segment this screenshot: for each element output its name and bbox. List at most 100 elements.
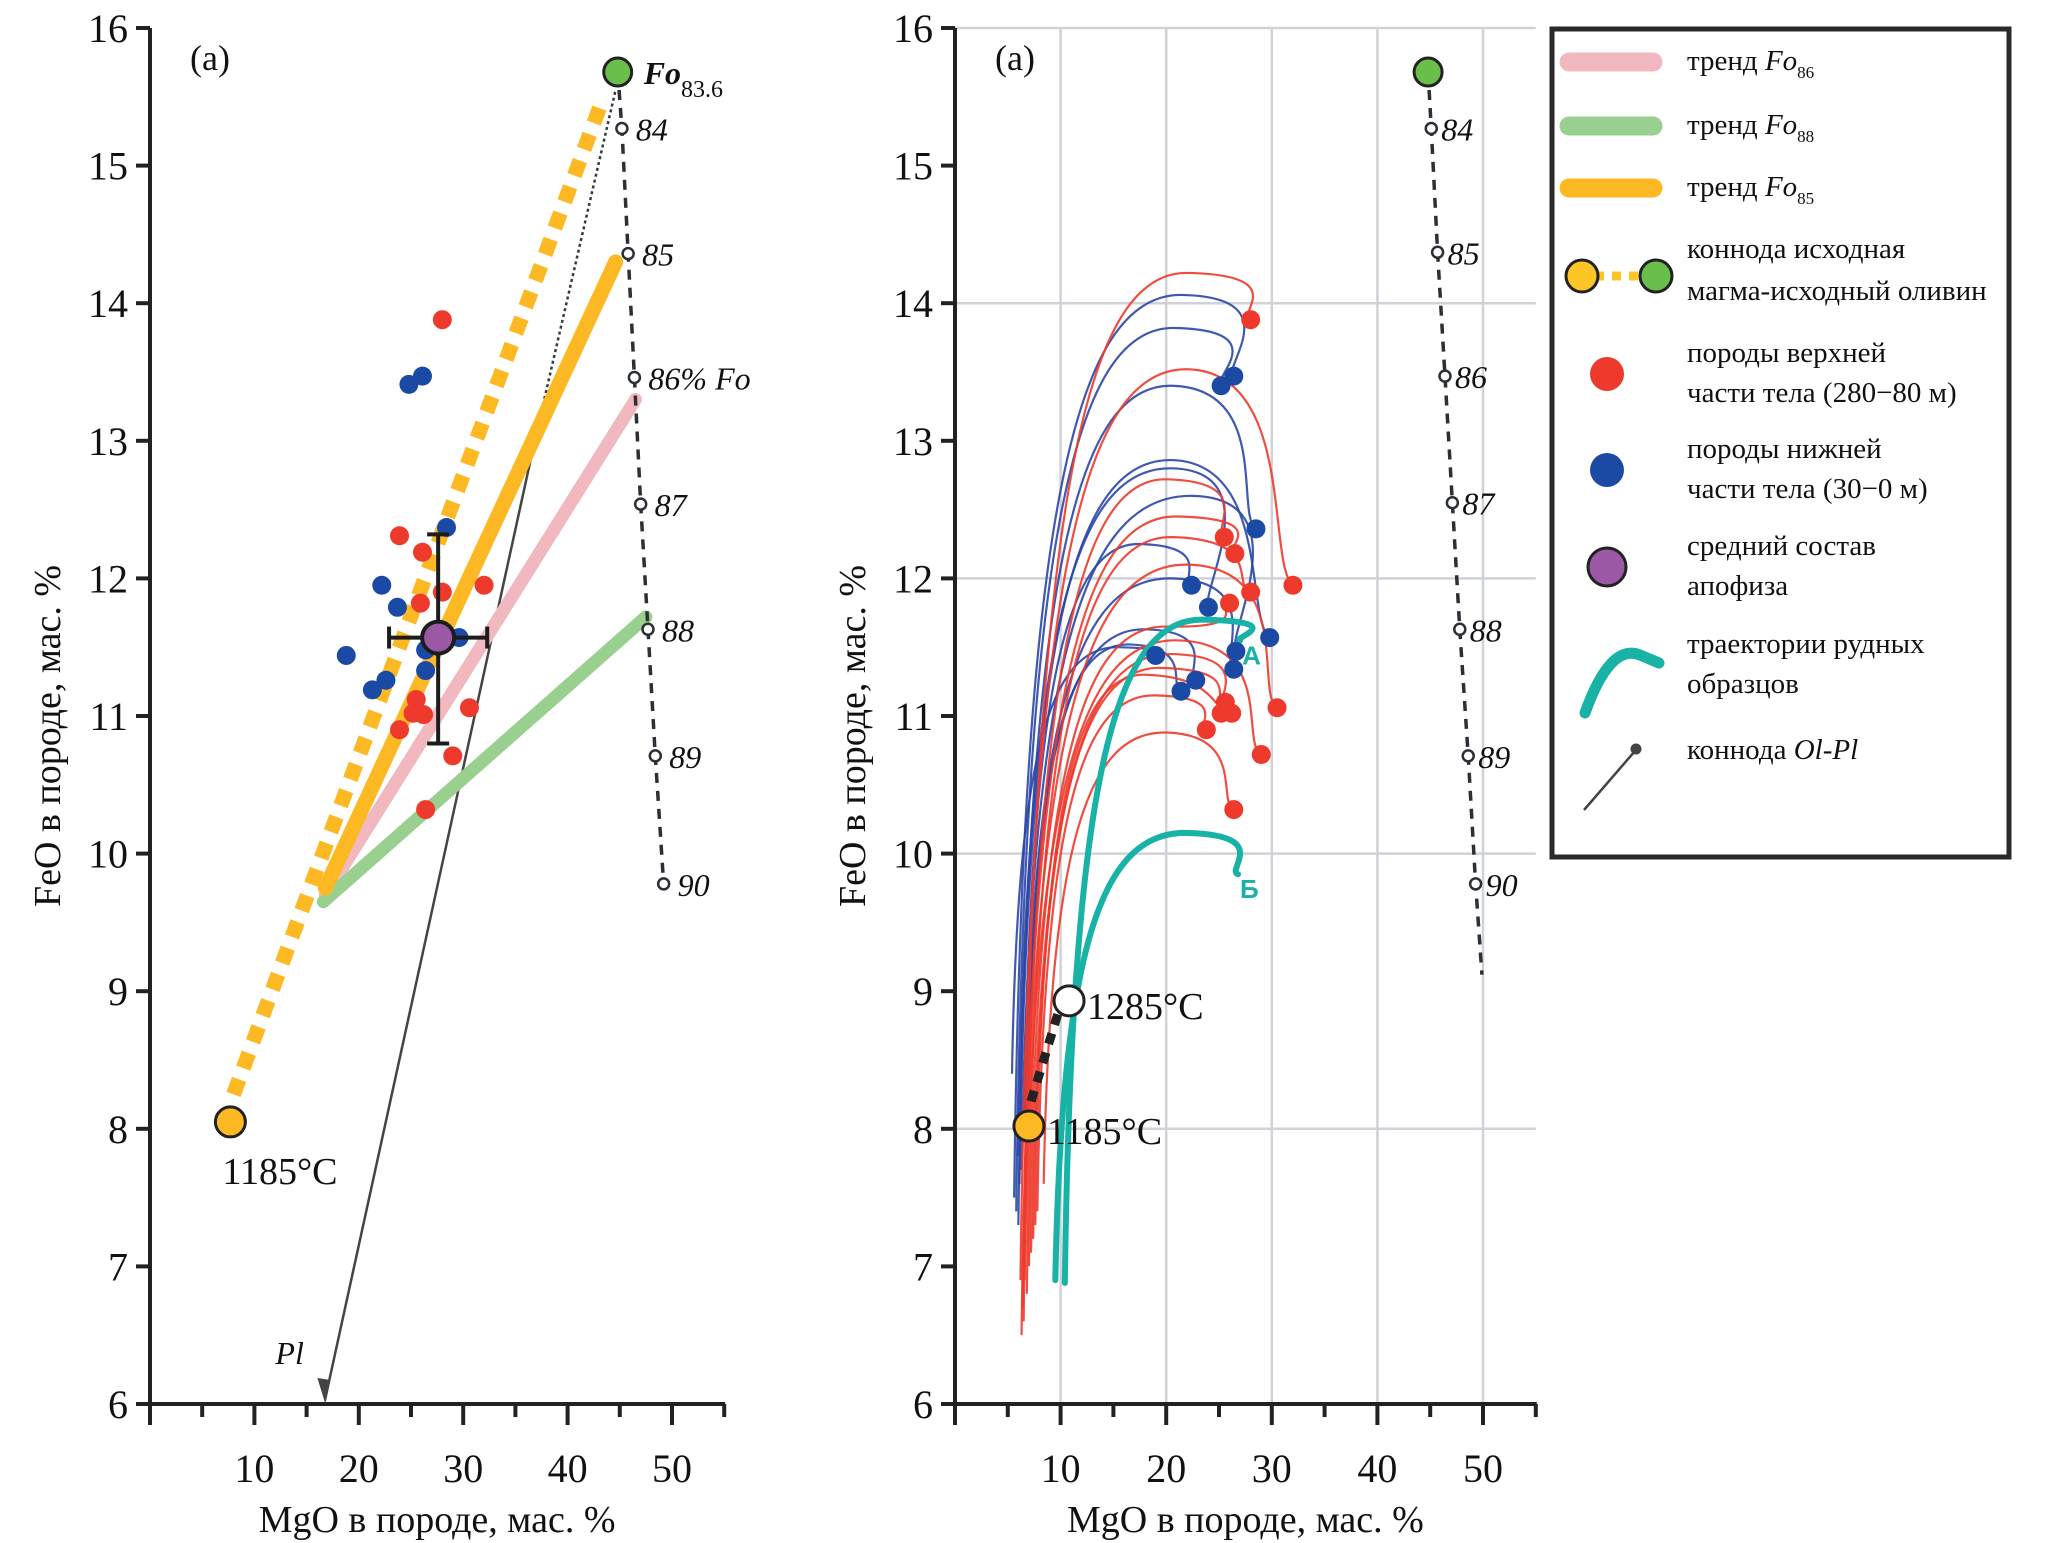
lower-rock-point bbox=[336, 645, 356, 665]
olivine-fo-point bbox=[656, 877, 671, 891]
initial-magma-marker bbox=[1012, 1109, 1046, 1143]
olivine-fo-label: 85 bbox=[642, 237, 674, 273]
lower-rock-point bbox=[1186, 670, 1206, 690]
upper-rock-point bbox=[1283, 575, 1303, 595]
legend-item: тренд Fo86 bbox=[1559, 45, 1814, 82]
olivine-fo-label: 86% Fo bbox=[648, 361, 750, 397]
x-tick-label: 30 bbox=[443, 1446, 483, 1491]
temperature-label-1185: 1185°C bbox=[1047, 1111, 1162, 1153]
upper-rock-point bbox=[1241, 310, 1261, 330]
mean-apophysis-marker bbox=[420, 619, 457, 656]
upper-rock-point bbox=[390, 720, 410, 740]
upper-rock-trajectory bbox=[1025, 536, 1252, 1294]
y-tick-label: 9 bbox=[108, 969, 128, 1014]
legend-label: образцов bbox=[1687, 668, 1799, 700]
y-tick-label: 14 bbox=[893, 281, 933, 326]
initial-olivine-label-sub: 83.6 bbox=[681, 77, 723, 103]
legend-mean-icon bbox=[1586, 546, 1628, 588]
upper-rock-point bbox=[412, 542, 432, 562]
initial-olivine-marker bbox=[1412, 56, 1444, 88]
trend-line-тренд-fo88 bbox=[316, 610, 653, 909]
upper-rock-point bbox=[390, 526, 410, 546]
legend-label-italic: Fo bbox=[1764, 109, 1797, 141]
panel-label: (a) bbox=[190, 38, 230, 78]
lower-rock-point bbox=[436, 517, 456, 537]
x-tick-label: 40 bbox=[1357, 1446, 1397, 1491]
cooling-tieline bbox=[1026, 1010, 1063, 1103]
lower-rock-point bbox=[399, 374, 419, 394]
legend-item: коннода исходная магма-исходный оливин bbox=[1564, 233, 1987, 307]
upper-rock-point bbox=[432, 310, 452, 330]
trend-line-тренд-fo86 bbox=[318, 393, 642, 902]
upper-rock-point bbox=[1214, 527, 1234, 547]
olivine-fo-point bbox=[1461, 749, 1475, 763]
lower-rock-point bbox=[1246, 519, 1266, 539]
y-tick-label: 11 bbox=[89, 694, 128, 739]
ore-trajectory-label: А bbox=[1242, 640, 1261, 670]
olivine-fo-label: 87 bbox=[1462, 486, 1496, 522]
olivine-fo-point bbox=[1445, 495, 1460, 510]
y-tick-label: 8 bbox=[108, 1107, 128, 1152]
lower-rock-point bbox=[1260, 628, 1280, 648]
legend-label-sub: 86 bbox=[1797, 63, 1814, 82]
olivine-fo-point bbox=[1438, 369, 1452, 383]
ore-trajectory bbox=[1052, 829, 1244, 1284]
olivine-fo-label: 85 bbox=[1448, 235, 1480, 271]
lower-rock-point bbox=[387, 597, 407, 617]
olivine-fo-line bbox=[1426, 71, 1484, 975]
upper-rock-point bbox=[416, 800, 436, 820]
legend-item: средний состав апофиза bbox=[1586, 530, 1876, 602]
lower-rock-point bbox=[376, 670, 396, 690]
legend-olivine-icon bbox=[1638, 258, 1674, 294]
lower-rock-point bbox=[362, 680, 382, 700]
legend-label: тренд Fo88 bbox=[1687, 109, 1814, 146]
olivine-fo-label: 90 bbox=[678, 867, 710, 903]
olivine-fo-point bbox=[1453, 622, 1467, 637]
upper-rock-trajectory bbox=[1029, 652, 1227, 1253]
lower-rock-trajectory bbox=[1015, 326, 1234, 1212]
y-tick-label: 11 bbox=[894, 694, 933, 739]
y-tick-label: 16 bbox=[893, 6, 933, 51]
ore-trajectory-label: Б bbox=[1240, 874, 1259, 904]
legend-item: тренд Fo85 bbox=[1559, 171, 1814, 208]
y-tick-label: 6 bbox=[108, 1382, 128, 1427]
olivine-fo-label: 87 bbox=[655, 487, 689, 523]
trend-line-тренд-fo85 bbox=[317, 254, 624, 896]
legend-label: коннода исходная bbox=[1687, 233, 1905, 265]
lower-rock-point bbox=[1171, 681, 1191, 701]
lower-rock-point bbox=[416, 661, 436, 681]
ol-pl-dotted-extension bbox=[535, 89, 617, 435]
x-tick-label: 30 bbox=[1252, 1446, 1292, 1491]
y-tick-label: 10 bbox=[893, 832, 933, 877]
legend-label-italic: Fo bbox=[1764, 45, 1797, 77]
y-tick-label: 15 bbox=[893, 144, 933, 189]
y-tick-label: 16 bbox=[88, 6, 128, 51]
legend-label: траектории рудных bbox=[1687, 628, 1925, 660]
legend-label: коннода Ol-Pl bbox=[1687, 734, 1858, 766]
y-tick-label: 9 bbox=[913, 969, 933, 1014]
olivine-fo-label: 88 bbox=[1470, 612, 1502, 648]
y-axis-title: FeO в породе, мас. % bbox=[832, 565, 874, 907]
x-tick-label: 50 bbox=[1463, 1446, 1503, 1491]
olivine-fo-point bbox=[615, 121, 629, 136]
x-tick-label: 40 bbox=[548, 1446, 588, 1491]
upper-rock-point bbox=[1222, 703, 1242, 723]
lower-rock-point bbox=[1211, 376, 1231, 396]
upper-rock-point bbox=[1241, 582, 1261, 602]
olivine-fo-label: 90 bbox=[1486, 867, 1518, 903]
upper-rock-trajectory bbox=[1019, 368, 1294, 1281]
y-tick-label: 10 bbox=[88, 832, 128, 877]
y-tick-label: 7 bbox=[913, 1244, 933, 1289]
x-tick-label: 10 bbox=[1041, 1446, 1081, 1491]
y-tick-label: 6 bbox=[913, 1382, 933, 1427]
legend-teal-icon bbox=[1579, 647, 1665, 719]
ol-pl-arrowhead bbox=[317, 1378, 331, 1404]
legend-label: части тела (30−0 м) bbox=[1687, 473, 1928, 505]
olivine-fo-line bbox=[615, 71, 666, 884]
pl-label: Pl bbox=[274, 1335, 304, 1371]
y-tick-label: 13 bbox=[893, 419, 933, 464]
olivine-fo-point bbox=[1430, 245, 1445, 260]
upper-rock-point bbox=[1224, 800, 1244, 820]
y-tick-label: 15 bbox=[88, 144, 128, 189]
